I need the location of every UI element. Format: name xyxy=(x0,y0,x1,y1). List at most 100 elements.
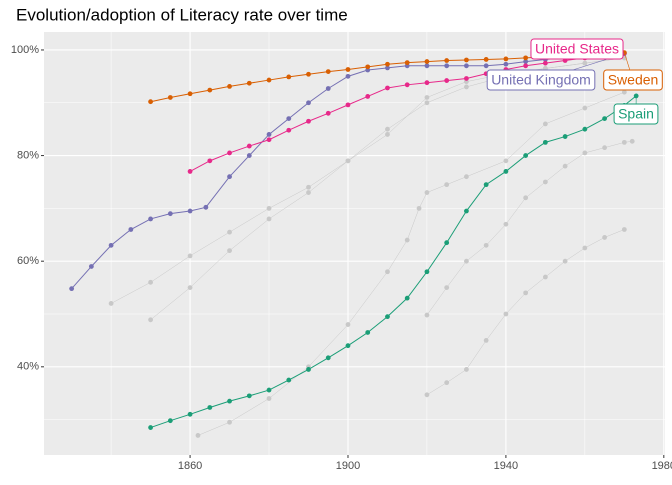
data-point xyxy=(267,137,272,142)
data-point xyxy=(227,151,232,156)
data-point xyxy=(405,238,410,243)
data-point xyxy=(543,61,548,66)
data-point xyxy=(484,63,489,68)
data-point xyxy=(504,222,509,227)
y-tick-label: 80% xyxy=(17,149,39,161)
data-point xyxy=(464,58,469,63)
data-point xyxy=(405,82,410,87)
data-point xyxy=(504,169,509,174)
data-point xyxy=(306,119,311,124)
data-point xyxy=(444,285,449,290)
data-point xyxy=(543,121,548,126)
x-tick-label: 1900 xyxy=(336,460,360,472)
data-point xyxy=(109,243,114,248)
y-tick-label: 60% xyxy=(17,255,39,267)
data-point xyxy=(247,144,252,149)
data-point xyxy=(484,338,489,343)
data-point xyxy=(582,151,587,156)
data-point xyxy=(523,63,528,68)
data-point xyxy=(168,211,173,216)
data-point xyxy=(425,269,430,274)
data-point xyxy=(425,80,430,85)
x-tick-label: 1940 xyxy=(494,460,518,472)
data-point xyxy=(385,62,390,67)
data-point xyxy=(444,58,449,63)
data-point xyxy=(227,84,232,89)
data-point xyxy=(227,248,232,253)
data-point xyxy=(148,217,153,222)
x-tick-label: 1860 xyxy=(178,460,202,472)
data-point xyxy=(365,330,370,335)
data-point xyxy=(523,55,528,60)
legend-label: Sweden xyxy=(608,72,659,88)
data-point xyxy=(247,393,252,398)
data-point xyxy=(563,164,568,169)
data-point xyxy=(188,91,193,96)
data-point xyxy=(207,158,212,163)
data-point xyxy=(523,290,528,295)
data-point xyxy=(128,227,133,232)
legend-label: United States xyxy=(535,41,619,57)
data-point xyxy=(207,88,212,93)
data-point xyxy=(227,174,232,179)
data-point xyxy=(582,127,587,132)
data-point xyxy=(543,180,548,185)
data-point xyxy=(444,63,449,68)
data-point xyxy=(405,60,410,65)
data-point xyxy=(306,100,311,105)
data-point xyxy=(425,95,430,100)
data-point xyxy=(425,59,430,64)
data-point xyxy=(523,195,528,200)
data-point xyxy=(346,102,351,107)
data-point xyxy=(425,313,430,318)
data-point xyxy=(148,317,153,322)
data-point xyxy=(203,205,208,210)
data-point xyxy=(464,367,469,372)
data-point xyxy=(417,206,422,211)
data-point xyxy=(188,169,193,174)
panel xyxy=(44,32,665,455)
data-point xyxy=(306,72,311,77)
data-point xyxy=(286,128,291,133)
data-point xyxy=(582,246,587,251)
data-point xyxy=(207,405,212,410)
data-point xyxy=(148,99,153,104)
data-point xyxy=(247,153,252,158)
data-point xyxy=(543,275,548,280)
data-point xyxy=(247,81,252,86)
data-point xyxy=(602,145,607,150)
series-label: Sweden xyxy=(604,70,663,90)
data-point xyxy=(306,190,311,195)
data-point xyxy=(227,230,232,235)
data-point xyxy=(346,67,351,72)
data-point xyxy=(168,95,173,100)
chart-title: Evolution/adoption of Literacy rate over… xyxy=(16,5,348,24)
data-point xyxy=(444,380,449,385)
data-point xyxy=(227,399,232,404)
data-point xyxy=(582,106,587,111)
x-tick-label: 1980 xyxy=(652,460,672,472)
data-point xyxy=(188,254,193,259)
data-point xyxy=(425,100,430,105)
data-point xyxy=(267,132,272,137)
data-point xyxy=(365,94,370,99)
data-point xyxy=(267,396,272,401)
y-tick-label: 40% xyxy=(17,361,39,373)
data-point xyxy=(227,420,232,425)
data-point xyxy=(326,355,331,360)
data-point xyxy=(196,433,201,438)
data-point xyxy=(464,76,469,81)
data-point xyxy=(444,78,449,83)
data-point xyxy=(622,90,627,95)
data-point xyxy=(464,174,469,179)
data-point xyxy=(405,296,410,301)
data-point xyxy=(286,74,291,79)
data-point xyxy=(365,64,370,69)
data-point xyxy=(464,85,469,90)
data-point xyxy=(622,140,627,145)
data-point xyxy=(602,235,607,240)
data-point xyxy=(69,286,74,291)
data-point xyxy=(504,62,509,67)
series-label: United Kingdom xyxy=(487,70,595,90)
